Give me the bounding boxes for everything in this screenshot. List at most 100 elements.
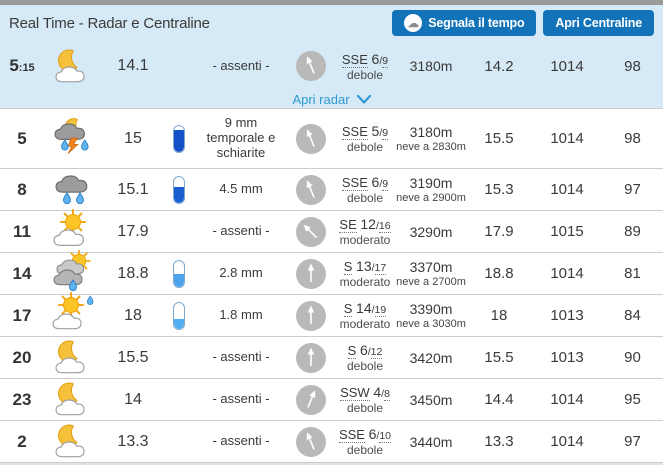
time-minutes: :15: [18, 62, 35, 74]
precipitation-text: 2.8 mm: [219, 265, 263, 281]
time-hour: 23: [12, 389, 32, 409]
current-conditions: 5:15 14.1 - assenti - SSE 6/9 debole 318…: [0, 41, 663, 91]
time-cell: 14: [0, 264, 44, 284]
rain-thermometer-icon: [173, 259, 185, 288]
wind-direction: SSE: [341, 175, 368, 191]
temperature-cell: 14: [102, 391, 164, 409]
sun-cloud-drop-icon: [47, 292, 99, 339]
wind-direction-icon: [296, 300, 326, 331]
humidity-value: 98: [624, 130, 641, 147]
wind-direction: SE: [339, 217, 357, 233]
weather-icon-cell: [44, 418, 102, 465]
wind-direction-icon: [296, 216, 326, 247]
current-conditions-row: 5:15 14.1 - assenti - SSE 6/9 debole 318…: [0, 41, 663, 91]
station-temperature-cell: 15.5: [466, 349, 532, 366]
humidity-cell: 89: [602, 223, 663, 240]
precipitation-cell: - assenti -: [194, 223, 288, 239]
snow-level: neve a 2830m: [396, 141, 466, 153]
wind-speed: 6: [368, 426, 377, 442]
panel-title: Real Time - Radar e Centraline: [9, 14, 210, 32]
wind-gust: 17: [374, 262, 387, 275]
precipitation-text: - assenti -: [212, 391, 270, 407]
altitude-cell: 3180m neve a 2830m: [396, 124, 466, 153]
wind-text-cell: S 14/19 moderato: [334, 300, 396, 331]
station-temperature-value: 17.9: [484, 223, 514, 240]
temperature-value: 14.1: [117, 57, 149, 74]
time-hour: 11: [13, 221, 31, 241]
wind-icon-cell: [288, 258, 334, 289]
station-temperature-cell: 14.2: [466, 58, 532, 75]
wind-direction-icon: [296, 384, 326, 415]
station-temperature-value: 18.8: [484, 265, 514, 282]
pressure-cell: 1014: [532, 130, 602, 147]
wind-gust: 12: [370, 346, 383, 359]
open-stations-label: Apri Centraline: [555, 16, 642, 30]
wind-direction: SSE: [341, 124, 368, 140]
time-cell: 5:15: [0, 56, 44, 76]
wind-text-cell: SSE 6/10 debole: [334, 426, 396, 457]
zero-degree-altitude: 3390m: [409, 301, 453, 317]
forecast-row: 20 15.5 - assenti - S 6/12 debole 3420m …: [0, 336, 663, 378]
humidity-value: 84: [624, 307, 641, 324]
humidity-value: 95: [624, 391, 641, 408]
humidity-cell: 95: [602, 391, 663, 408]
station-temperature-cell: 15.5: [466, 130, 532, 147]
wind-direction-speed: S 6/12: [347, 342, 383, 359]
wind-direction-speed: SSE 6/9: [341, 174, 389, 191]
time-cell: 20: [0, 348, 44, 368]
wind-direction: SSW: [340, 385, 370, 401]
humidity-value: 97: [624, 181, 641, 198]
wind-strength: debole: [346, 140, 384, 154]
wind-icon-cell: [288, 342, 334, 373]
wind-gust: 9: [382, 127, 389, 140]
precipitation-text: 9 mm: [224, 115, 258, 131]
open-stations-button[interactable]: Apri Centraline: [543, 10, 654, 36]
wind-strength: moderato: [339, 317, 391, 331]
wind-strength: moderato: [339, 233, 391, 247]
wind-speed: 4: [373, 384, 382, 400]
temperature-cell: 18: [102, 307, 164, 325]
open-radar-link[interactable]: Apri radar: [292, 92, 371, 107]
weather-icon-cell: [44, 249, 102, 297]
temperature-value: 15: [124, 129, 142, 147]
humidity-cell: 97: [602, 433, 663, 450]
wind-direction-speed: SE 12/16: [339, 216, 391, 233]
humidity-value: 98: [624, 57, 641, 75]
station-temperature-value: 15.3: [484, 181, 514, 198]
pressure-value: 1013: [550, 349, 584, 366]
rain-icon: [47, 166, 99, 213]
zero-degree-altitude: 3450m: [409, 391, 453, 408]
storm-night-icon: [47, 115, 99, 162]
weather-icon-cell: [44, 115, 102, 162]
wind-text-cell: SE 12/16 moderato: [334, 216, 396, 247]
zero-degree-altitude: 3440m: [409, 433, 453, 450]
forecast-row: 14 18.8 2.8 mm S 13/17 moderato 3370m nev…: [0, 249, 663, 297]
time-hour: 8: [17, 179, 27, 199]
temperature-value: 14: [124, 390, 142, 408]
weather-icon-cell: [44, 166, 102, 213]
humidity-cell: 97: [602, 181, 663, 198]
temperature-value: 15.5: [117, 348, 149, 366]
humidity-value: 89: [624, 223, 641, 240]
wind-direction-speed: S 13/17: [343, 258, 387, 275]
humidity-cell: 81: [602, 265, 663, 282]
humidity-cell: 98: [602, 58, 663, 75]
wind-gust: 10: [379, 430, 392, 443]
precipitation-cell: 9 mm temporale e schiarite: [194, 115, 288, 161]
wind-direction-icon: [296, 426, 326, 457]
station-temperature-value: 15.5: [484, 130, 514, 147]
precipitation-text: temporale e: [206, 130, 276, 146]
report-weather-button[interactable]: ☁ Segnala il tempo: [392, 10, 537, 36]
pressure-value: 1014: [550, 391, 584, 408]
wind-text-cell: S 13/17 moderato: [334, 258, 396, 289]
wind-icon-cell: [288, 426, 334, 457]
temperature-cell: 15: [102, 130, 164, 148]
zero-degree-altitude: 3290m: [409, 223, 453, 240]
wind-gust: 8: [384, 388, 390, 401]
pressure-cell: 1014: [532, 181, 602, 198]
pressure-cell: 1014: [532, 58, 602, 75]
wind-speed: 5: [371, 123, 380, 139]
open-radar-label: Apri radar: [292, 92, 350, 107]
pressure-cell: 1015: [532, 223, 602, 240]
